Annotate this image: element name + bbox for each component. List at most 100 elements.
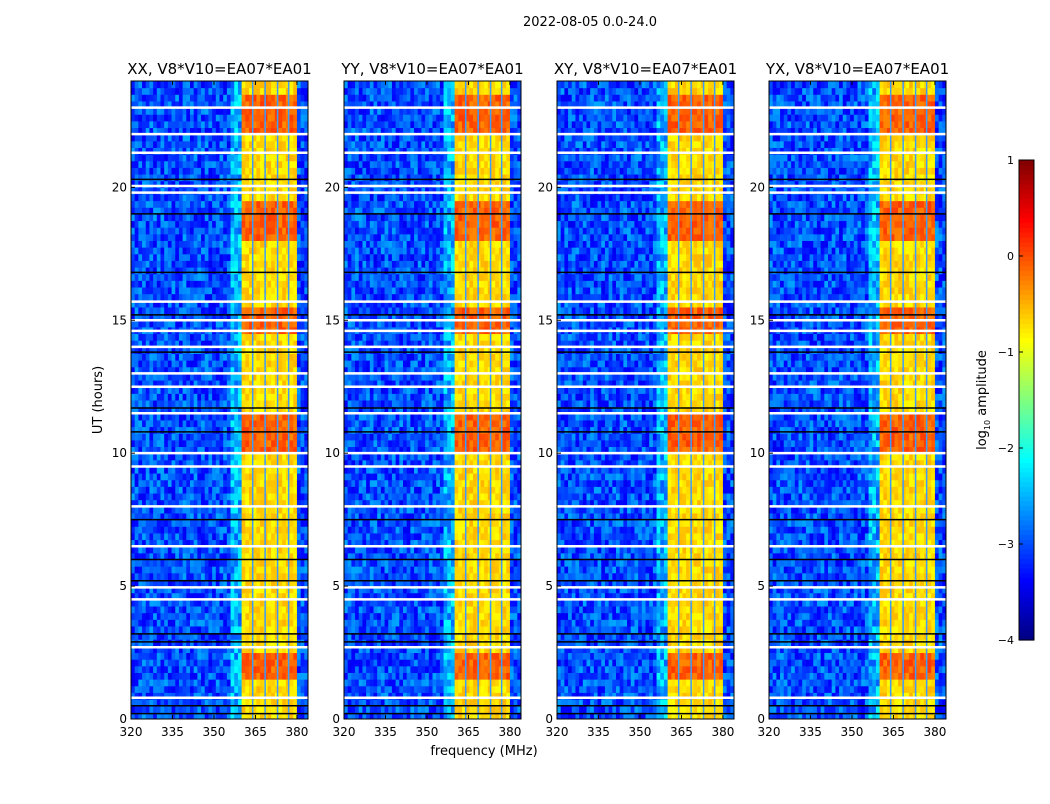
heatmap-cell (227, 533, 231, 540)
heatmap-cell (153, 194, 157, 201)
heatmap-cell (279, 167, 283, 174)
heatmap-cell (172, 480, 176, 487)
heatmap-cell (194, 214, 198, 221)
heatmap-cell (245, 88, 249, 95)
heatmap-cell (131, 653, 135, 660)
heatmap-cell (186, 526, 190, 533)
heatmap-cell (190, 573, 194, 580)
heatmap-cell (223, 666, 227, 673)
heatmap-cell (260, 114, 264, 121)
heatmap-cell (212, 287, 216, 294)
heatmap-cell (377, 706, 381, 713)
heatmap-cell (194, 154, 198, 161)
heatmap-cell (256, 400, 260, 407)
heatmap-cell (135, 154, 139, 161)
heatmap-cell (290, 686, 294, 693)
heatmap-cell (149, 606, 153, 613)
heatmap-cell (135, 280, 139, 287)
heatmap-cell (175, 121, 179, 128)
heatmap-cell (290, 161, 294, 168)
heatmap-cell (282, 94, 286, 101)
heatmap-cell (205, 440, 209, 447)
heatmap-cell (208, 167, 212, 174)
heatmap-cell (260, 666, 264, 673)
heatmap-cell (279, 267, 283, 274)
heatmap-cell (223, 619, 227, 626)
heatmap-cell (153, 606, 157, 613)
heatmap-cell (142, 194, 146, 201)
heatmap-cell (290, 566, 294, 573)
heatmap-cell (172, 88, 176, 95)
heatmap-cell (297, 280, 301, 287)
heatmap-cell (138, 427, 142, 434)
heatmap-cell (175, 247, 179, 254)
heatmap-cell (201, 154, 205, 161)
heatmap-cell (220, 227, 224, 234)
heatmap-cell (231, 653, 235, 660)
heatmap-cell (194, 653, 198, 660)
heatmap-cell (297, 353, 301, 360)
heatmap-cell (153, 440, 157, 447)
heatmap-cell (157, 520, 161, 527)
heatmap-cell (297, 672, 301, 679)
heatmap-cell (301, 254, 305, 261)
heatmap-cell (179, 227, 183, 234)
heatmap-cell (183, 280, 187, 287)
heatmap-cell (514, 686, 518, 693)
heatmap-cell (290, 473, 294, 480)
heatmap-cell (138, 167, 142, 174)
heatmap-cell (220, 254, 224, 261)
heatmap-cell (234, 254, 238, 261)
heatmap-cell (175, 400, 179, 407)
heatmap-cell (149, 573, 153, 580)
heatmap-cell (164, 639, 168, 646)
heatmap-cell (290, 427, 294, 434)
heatmap-cell (208, 241, 212, 248)
heatmap-cell (138, 560, 142, 567)
heatmap-cell (455, 672, 459, 679)
heatmap-cell (267, 480, 271, 487)
heatmap-cell (179, 420, 183, 427)
heatmap-cell (242, 141, 246, 148)
heatmap-cell (208, 420, 212, 427)
heatmap-cell (208, 94, 212, 101)
heatmap-cell (175, 274, 179, 281)
heatmap-cell (260, 280, 264, 287)
heatmap-cell (271, 280, 275, 287)
heatmap-cell (149, 221, 153, 228)
heatmap-cell (208, 174, 212, 181)
heatmap-cell (231, 88, 235, 95)
heatmap-cell (175, 287, 179, 294)
heatmap-cell (168, 679, 172, 686)
heatmap-cell (245, 659, 249, 666)
heatmap-cell (385, 706, 389, 713)
heatmap-cell (242, 234, 246, 241)
heatmap-cell (227, 473, 231, 480)
heatmap-cell (146, 420, 150, 427)
heatmap-cell (175, 254, 179, 261)
heatmap-cell (260, 174, 264, 181)
heatmap-cell (205, 294, 209, 301)
heatmap-cell (234, 360, 238, 367)
heatmap-cell (142, 280, 146, 287)
heatmap-cell (135, 247, 139, 254)
heatmap-cell (301, 260, 305, 267)
heatmap-cell (172, 94, 176, 101)
heatmap-cell (223, 247, 227, 254)
heatmap-cell (293, 280, 297, 287)
heatmap-cell (282, 287, 286, 294)
heatmap-cell (267, 566, 271, 573)
heatmap-cell (186, 653, 190, 660)
figure-title: 2022-08-05 0.0-24.0 (523, 15, 657, 30)
heatmap-cell (194, 141, 198, 148)
heatmap-cell (282, 560, 286, 567)
heatmap-cell (179, 121, 183, 128)
heatmap-cell (175, 393, 179, 400)
heatmap-cell (164, 167, 168, 174)
heatmap-cell (172, 174, 176, 181)
heatmap-cell (279, 307, 283, 314)
heatmap-cell (205, 227, 209, 234)
heatmap-cell (366, 679, 370, 686)
heatmap-cell (293, 679, 297, 686)
heatmap-cell (293, 400, 297, 407)
